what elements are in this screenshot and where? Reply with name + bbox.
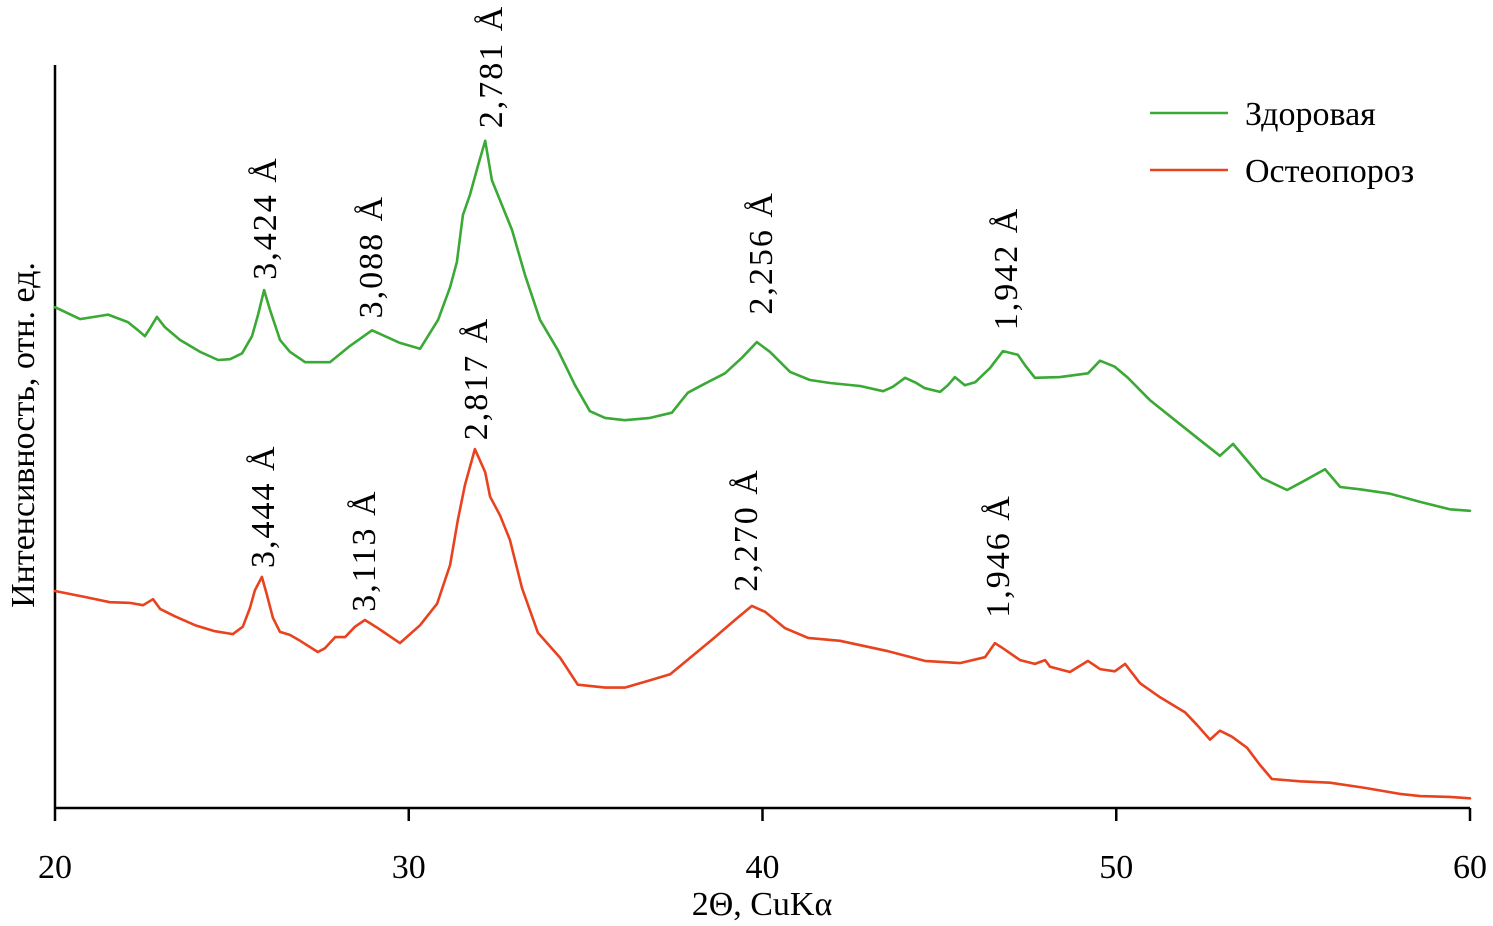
x-tick-label-20: 20 [38,849,72,886]
legend: Здоровая Остеопороз [1150,96,1414,190]
series-line-zdorovaya [53,139,1472,513]
peak-label-7: 2,817 Å [458,317,495,441]
x-tick-label-40: 40 [746,849,780,886]
peak-label-6: 3,113 Å [346,490,383,612]
peak-label-5: 3,444 Å [245,444,282,568]
series-line-osteoporoz [53,447,1472,800]
x-tick-label-60: 60 [1453,849,1487,886]
peak-annotations: 3,424 Å 3,088 Å 2,781 Å 2,256 Å 1,942 Å 3,444… [245,5,1025,618]
peak-label-8: 2,270 Å [728,468,765,592]
peak-label-2: 2,781 Å [473,5,510,129]
peak-label-0: 3,424 Å [247,156,284,280]
x-tick-label-30: 30 [392,849,426,886]
legend-label-zdorovaya: Здоровая [1245,96,1376,133]
peak-label-4: 1,942 Å [988,207,1025,331]
legend-label-osteoporoz: Остеопороз [1245,153,1414,190]
peak-label-3: 2,256 Å [743,191,780,315]
x-ticks: 20 30 40 50 60 [38,808,1487,886]
peak-label-9: 1,946 Å [980,494,1017,618]
legend-item-0: Здоровая [1150,96,1376,133]
x-tick-label-50: 50 [1099,849,1133,886]
series-lines [53,139,1472,800]
y-axis-label: Интенсивность, отн. ед. [5,262,42,608]
peak-label-1: 3,088 Å [353,195,390,319]
legend-item-1: Остеопороз [1150,153,1414,190]
x-axis-label: 2Θ, CuKα [692,886,833,923]
